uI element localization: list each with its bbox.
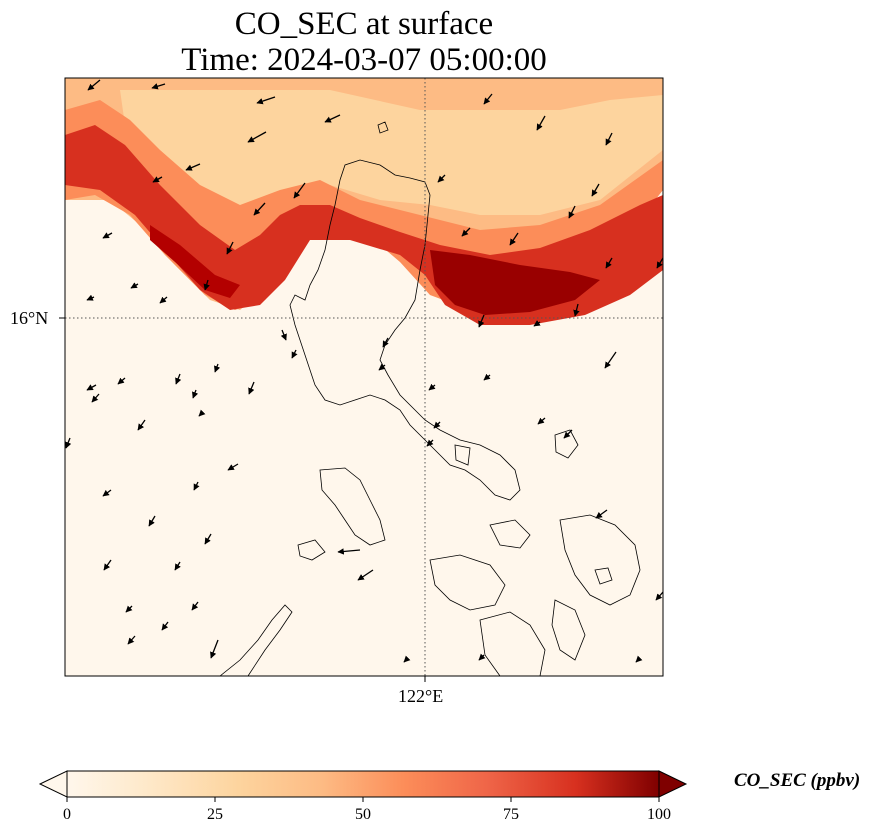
palawan-coast: [219, 604, 293, 676]
wind-vector-arrow: [102, 232, 113, 239]
cbar-tick-label-75: 75: [503, 806, 519, 823]
colorbar: [38, 770, 688, 802]
wind-vector-arrow: [65, 437, 72, 449]
wind-vector-arrow: [227, 463, 239, 471]
catanduanes-coast: [554, 429, 579, 459]
wind-vector-arrow: [191, 601, 199, 611]
wind-vector-arrow: [324, 114, 341, 123]
wind-vector-arrow: [86, 384, 97, 391]
wind-vector-arrow: [280, 329, 287, 341]
negros-cebu-coast: [479, 611, 546, 676]
wind-vector-arrow: [357, 569, 374, 581]
wind-vector-arrow: [159, 296, 168, 304]
wind-vector-arrow: [193, 481, 200, 491]
co-field-band-pale: [120, 90, 663, 230]
wind-vector-arrow: [478, 314, 485, 328]
wind-vector-arrow: [291, 349, 298, 359]
wind-vector-arrow: [428, 383, 436, 391]
wind-vector-arrow: [378, 363, 386, 371]
wind-vector-arrow: [247, 131, 267, 143]
wind-vector-arrow: [137, 419, 146, 431]
cbar-tick-label-25: 25: [207, 806, 223, 823]
wind-vector-arrow: [185, 163, 201, 171]
wind-vector-arrow: [214, 363, 221, 373]
wind-vector-arrow: [204, 533, 212, 545]
wind-vector-arrow: [248, 381, 255, 395]
wind-vector-arrow: [86, 294, 95, 301]
wind-vector-arrow: [403, 655, 411, 663]
wind-vector-arrow: [203, 279, 210, 291]
luzon-coast: [289, 159, 521, 501]
wind-vector-arrow: [253, 202, 266, 216]
lat-tick-label: 16°N: [10, 308, 49, 328]
cbar-tick-label-100: 100: [647, 806, 671, 823]
colorbar-extend-high: [658, 770, 688, 798]
wind-vector-arrow: [117, 377, 126, 385]
wind-vector-arrow: [293, 182, 306, 199]
wind-vector-arrow: [210, 639, 219, 659]
wind-vector-arrow: [591, 183, 600, 197]
wind-vector-arrow: [175, 373, 182, 385]
wind-vector-arrow: [103, 559, 112, 571]
mindoro-coast: [319, 467, 386, 546]
wind-vector-arrow: [102, 489, 112, 497]
cbar-tick-label-0: 0: [63, 806, 71, 823]
coastlines: [219, 121, 641, 676]
wind-vector-arrow: [483, 93, 493, 105]
wind-vector-arrow: [426, 439, 434, 447]
wind-vector-arrow: [87, 79, 101, 91]
wind-vector-arrow: [198, 409, 206, 417]
wind-vector-arrow: [192, 389, 199, 399]
colorbar-ramp: [66, 770, 660, 798]
wind-vector-arrow: [130, 282, 139, 289]
wind-vector-arrow: [433, 421, 441, 429]
wind-vector-arrow: [655, 591, 663, 601]
wind-vector-arrow: [91, 393, 100, 403]
lon-tick-label: 122°E: [398, 686, 444, 706]
map-frame: [64, 77, 664, 677]
panay-coast: [429, 554, 506, 611]
wind-vector-arrow: [604, 351, 617, 369]
wind-vector-arrow: [605, 132, 613, 146]
wind-vector-arrow: [536, 115, 546, 131]
co-field-band-max: [430, 250, 600, 315]
wind-vector-arrow: [605, 257, 613, 269]
wind-vector-arrow: [382, 337, 389, 348]
small-islands: [297, 121, 613, 585]
wind-vectors: [65, 79, 663, 663]
wind-vector-arrow: [226, 241, 234, 255]
colorbar-label: CO_SEC (ppbv): [734, 770, 861, 791]
samar-coast: [559, 514, 641, 606]
wind-vector-arrow: [437, 174, 446, 183]
wind-vector-arrow: [509, 232, 519, 246]
wind-vector-arrow: [537, 417, 546, 425]
title-line-1: CO_SEC at surface: [234, 6, 494, 42]
leyte-coast: [551, 599, 586, 661]
map-plot: [59, 77, 664, 682]
colorbar-extend-low: [38, 770, 68, 798]
cbar-tick-label-50: 50: [355, 806, 371, 823]
wind-vector-arrow: [125, 605, 133, 613]
title-line-2: Time: 2024-03-07 05:00:00: [181, 42, 547, 78]
masbate-coast: [489, 519, 531, 549]
wind-vector-arrow: [174, 561, 181, 571]
wind-vector-arrow: [478, 653, 486, 661]
wind-vector-arrow: [595, 509, 608, 519]
wind-vector-arrow: [127, 635, 136, 645]
wind-vector-arrow: [563, 429, 573, 439]
wind-vector-arrow: [461, 227, 471, 237]
wind-vector-arrow: [573, 303, 580, 317]
wind-vector-arrow: [148, 515, 156, 527]
co-field-band-west-max: [150, 225, 240, 298]
wind-vector-arrow: [161, 621, 169, 631]
wind-vector-arrow: [533, 320, 541, 327]
wind-vector-arrow: [568, 205, 576, 219]
wind-vector-arrow: [337, 548, 361, 555]
wind-vector-arrow: [151, 83, 166, 90]
wind-vector-arrow: [656, 257, 663, 269]
wind-vector-arrow: [483, 373, 491, 381]
wind-vector-arrow: [152, 176, 163, 183]
wind-vector-arrow: [635, 655, 643, 663]
wind-vector-arrow: [256, 96, 276, 105]
